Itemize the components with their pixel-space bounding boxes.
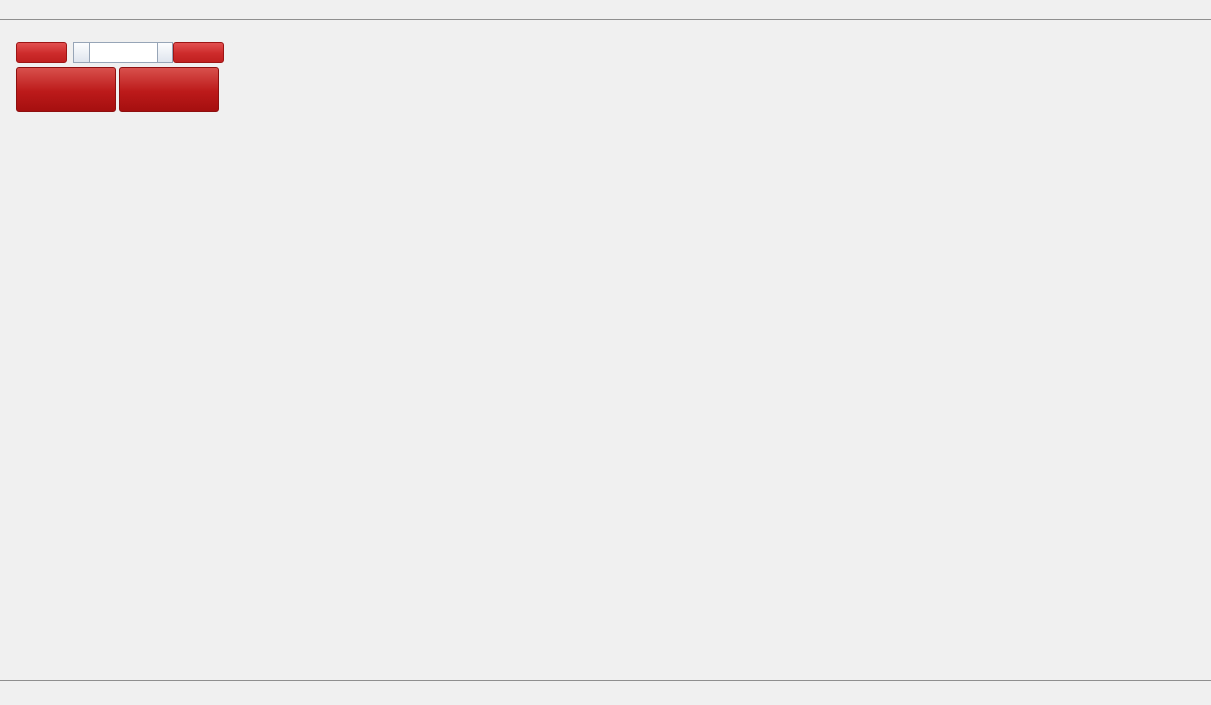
sell-button[interactable] xyxy=(16,42,68,63)
buy-quote-button[interactable] xyxy=(119,67,219,112)
volume-input[interactable] xyxy=(89,42,157,63)
one-click-trading-panel xyxy=(16,42,224,112)
buy-button[interactable] xyxy=(172,42,224,63)
sell-quote-button[interactable] xyxy=(16,67,116,112)
chart-tab-bar xyxy=(0,680,1211,705)
period-toolbar xyxy=(0,0,1211,20)
chart-title xyxy=(16,27,23,39)
volume-increase-button[interactable] xyxy=(156,42,173,63)
volume-decrease-button[interactable] xyxy=(73,42,90,63)
